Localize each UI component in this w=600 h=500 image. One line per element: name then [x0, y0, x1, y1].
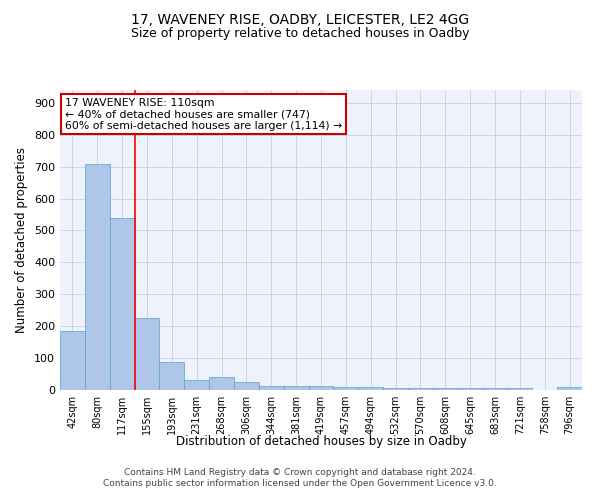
Bar: [334, 387, 358, 390]
Bar: [160, 362, 184, 390]
Bar: [383, 388, 408, 390]
Bar: [458, 388, 482, 390]
Bar: [284, 386, 308, 390]
Bar: [557, 387, 582, 390]
Text: Size of property relative to detached houses in Oadby: Size of property relative to detached ho…: [131, 28, 469, 40]
Bar: [259, 386, 284, 390]
Text: 17, WAVENEY RISE, OADBY, LEICESTER, LE2 4GG: 17, WAVENEY RISE, OADBY, LEICESTER, LE2 …: [131, 12, 469, 26]
Text: Distribution of detached houses by size in Oadby: Distribution of detached houses by size …: [176, 435, 466, 448]
Text: Contains HM Land Registry data © Crown copyright and database right 2024.
Contai: Contains HM Land Registry data © Crown c…: [103, 468, 497, 487]
Bar: [85, 164, 110, 390]
Bar: [308, 386, 334, 390]
Bar: [508, 388, 532, 390]
Bar: [358, 388, 383, 390]
Bar: [110, 218, 134, 390]
Bar: [482, 388, 508, 390]
Bar: [209, 377, 234, 390]
Bar: [134, 318, 160, 390]
Text: 17 WAVENEY RISE: 110sqm
← 40% of detached houses are smaller (747)
60% of semi-d: 17 WAVENEY RISE: 110sqm ← 40% of detache…: [65, 98, 343, 130]
Bar: [60, 331, 85, 390]
Bar: [234, 382, 259, 390]
Bar: [184, 380, 209, 390]
Bar: [433, 388, 458, 390]
Bar: [408, 388, 433, 390]
Y-axis label: Number of detached properties: Number of detached properties: [16, 147, 28, 333]
